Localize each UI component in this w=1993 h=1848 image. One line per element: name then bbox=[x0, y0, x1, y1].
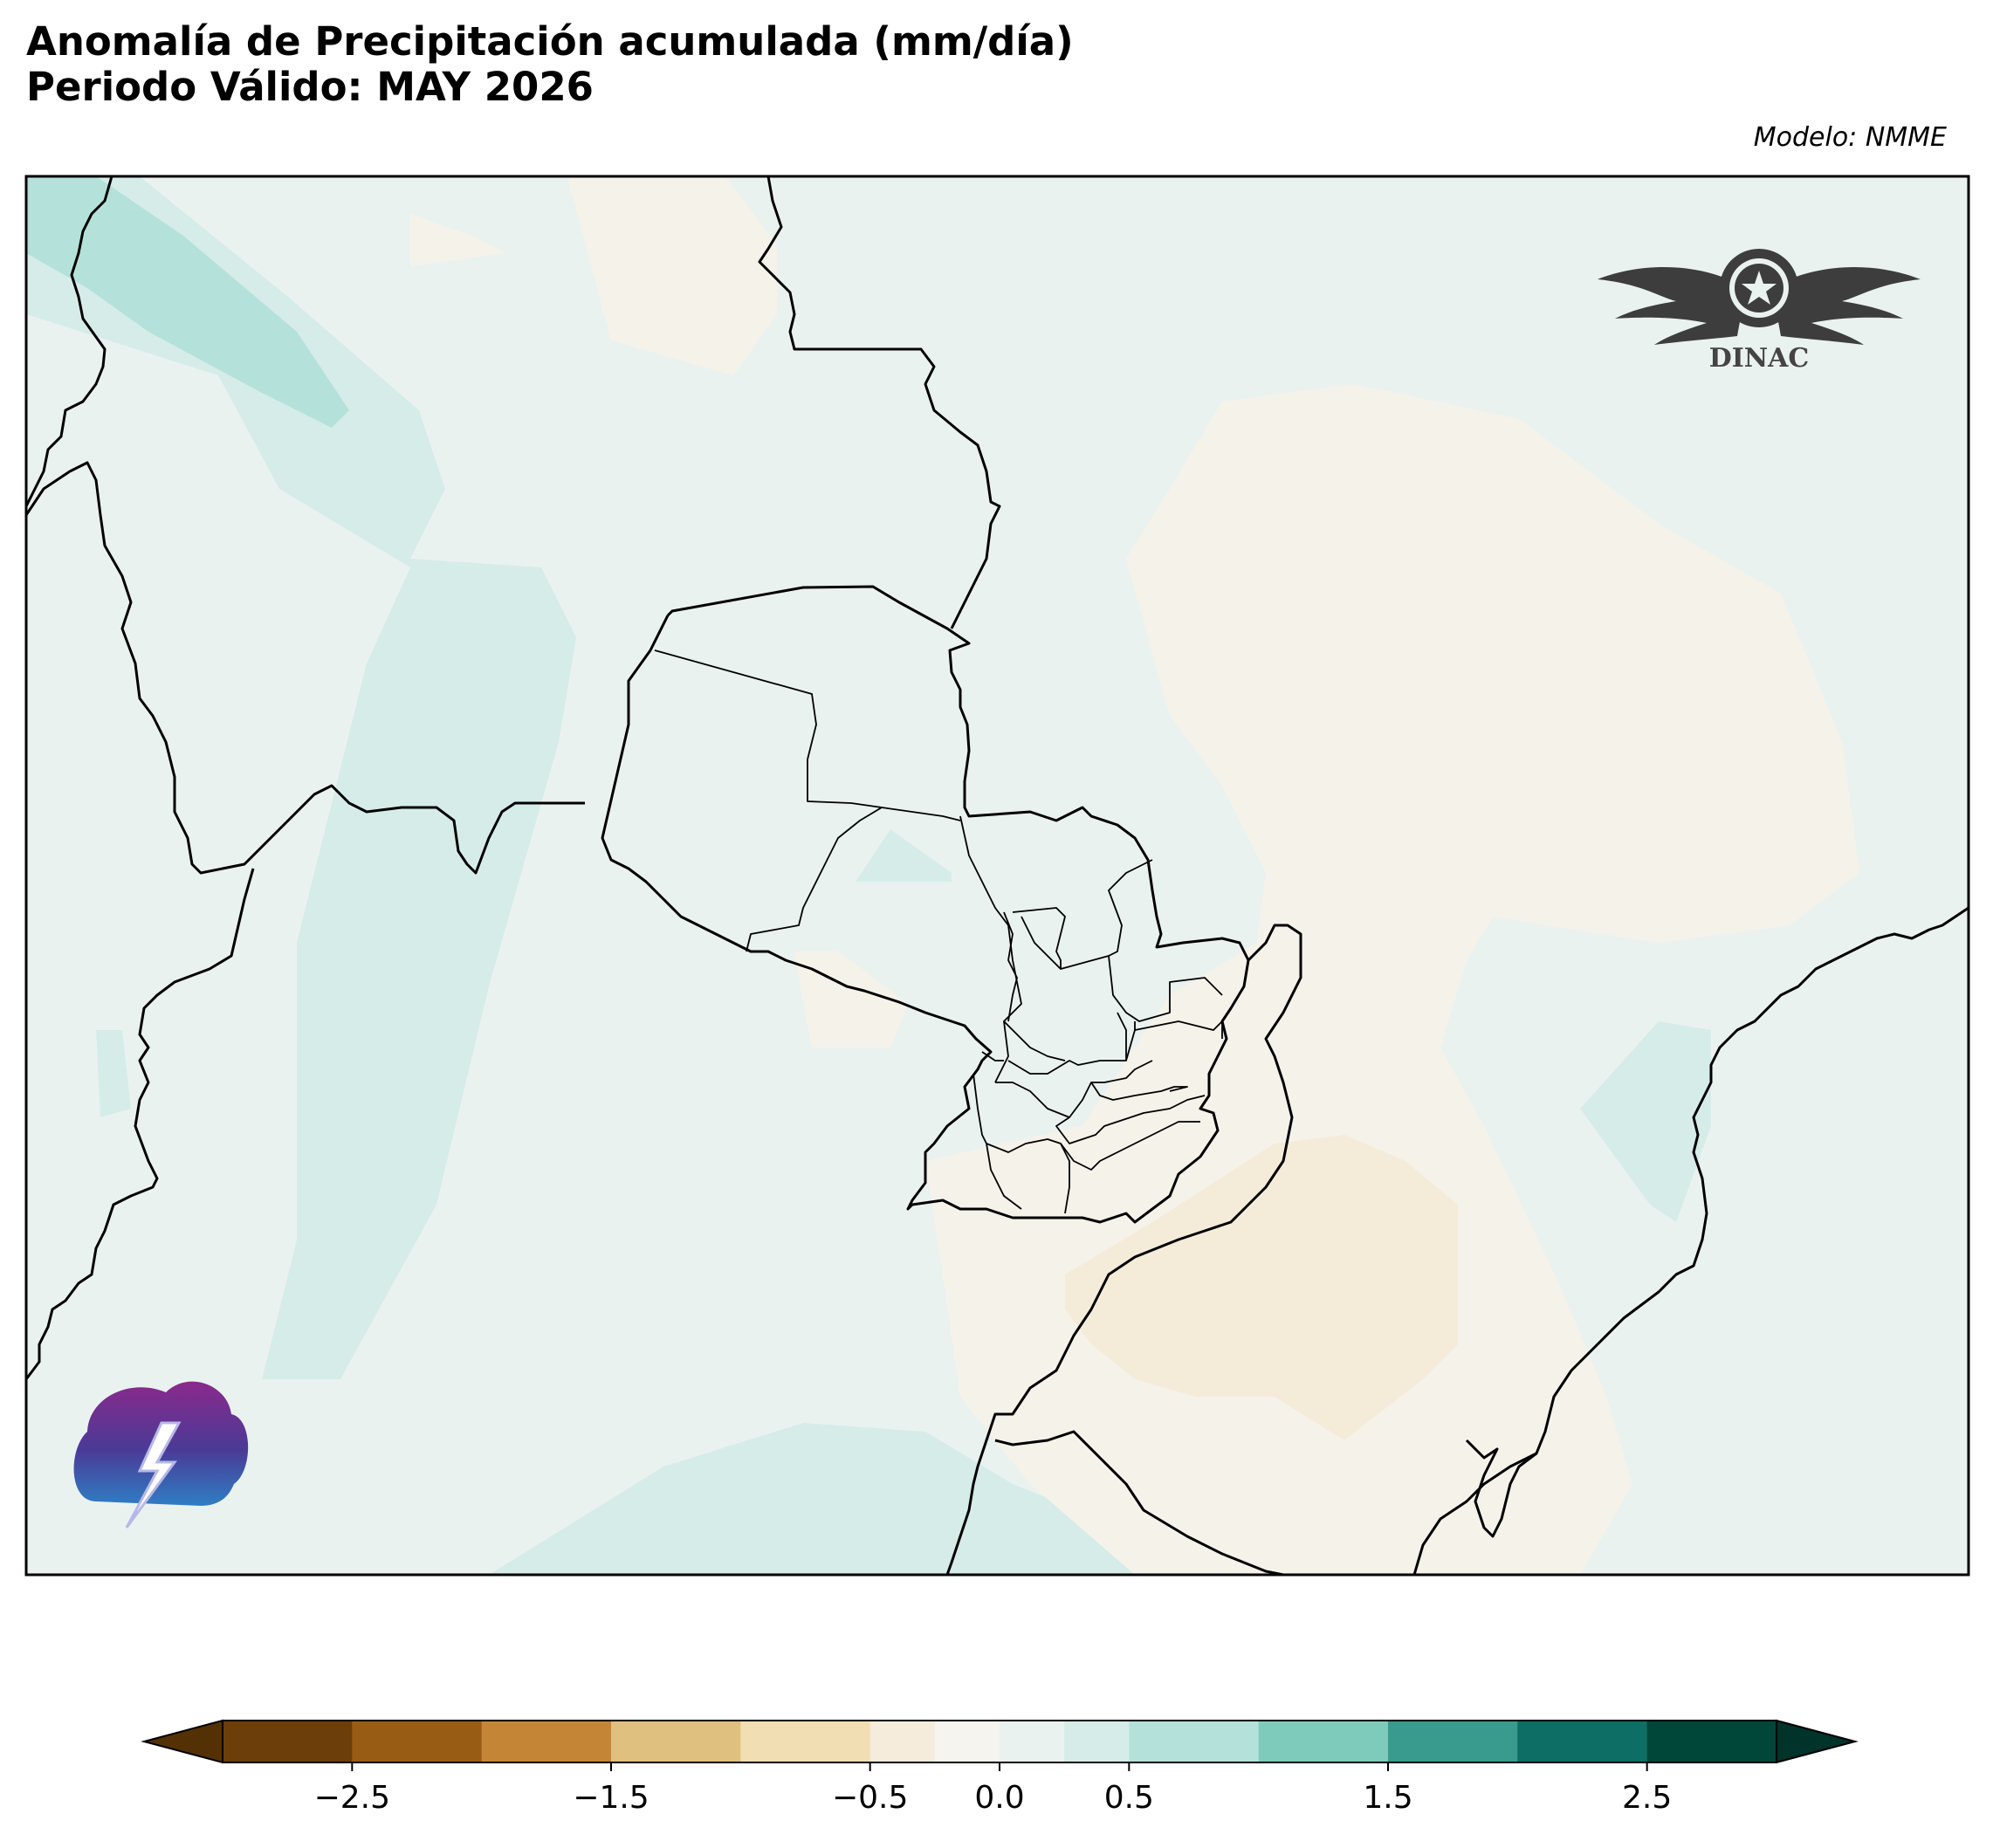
colorbar-tick-label: −1.5 bbox=[573, 1780, 649, 1816]
anomaly-negative-north bbox=[567, 176, 777, 375]
argentina-chile-border bbox=[26, 868, 255, 1380]
dinac-wings-icon bbox=[1598, 249, 1921, 345]
map-frame bbox=[24, 175, 1970, 1577]
colorbar-tick-label: 1.5 bbox=[1363, 1780, 1412, 1816]
colorbar-segment bbox=[1517, 1721, 1648, 1762]
anomaly-negative-north-small bbox=[410, 214, 506, 266]
dinac-logo: DINAC bbox=[1598, 249, 1921, 374]
map-panel bbox=[26, 176, 1969, 1575]
dinac-logo-text: DINAC bbox=[1709, 343, 1810, 374]
colorbar-segment bbox=[1258, 1721, 1389, 1762]
colorbar-extend-high bbox=[1776, 1719, 1859, 1764]
paraguay-outline bbox=[601, 585, 1250, 1224]
colorbar-segment bbox=[934, 1721, 1000, 1762]
argentina-brazil-border bbox=[945, 924, 1302, 1575]
colorbar-segment bbox=[481, 1721, 612, 1762]
anomaly-positive-west bbox=[26, 176, 576, 1379]
map-title: Anomalía de Precipitación acumulada (mm/… bbox=[26, 18, 1074, 65]
anomaly-positive-central bbox=[856, 829, 952, 882]
anomaly-positive-south bbox=[489, 1423, 1257, 1575]
anomaly-strong-northwest bbox=[26, 176, 349, 428]
colorbar-segment bbox=[223, 1721, 353, 1762]
anomaly-positive-east bbox=[1580, 1021, 1711, 1222]
uruguay-border bbox=[994, 1430, 1284, 1575]
anomaly-negative-core bbox=[1065, 1135, 1458, 1440]
peru-bolivia-border bbox=[26, 176, 113, 507]
colorbar-tick-label: −2.5 bbox=[314, 1780, 390, 1816]
bolivia-south-border bbox=[26, 461, 585, 875]
colorbar-segment bbox=[611, 1721, 741, 1762]
colorbar-segment bbox=[1646, 1721, 1777, 1762]
model-label: Modelo: NMME bbox=[1753, 122, 1947, 153]
country-boundaries bbox=[26, 176, 1969, 1575]
anomaly-positive-southwest bbox=[96, 1030, 131, 1117]
colorbar-segment bbox=[1000, 1721, 1065, 1762]
colorbar-tick-label: 0.0 bbox=[974, 1780, 1024, 1816]
bolivia-brazil-border bbox=[758, 176, 1001, 629]
colorbar-segment bbox=[1388, 1721, 1518, 1762]
colorbar-segment bbox=[352, 1721, 483, 1762]
lagoa-dos-patos bbox=[1465, 1439, 1537, 1538]
colorbar-extend-low bbox=[141, 1719, 223, 1764]
storm-cloud-logo bbox=[73, 1381, 249, 1529]
colorbar-tick-label: 0.5 bbox=[1104, 1780, 1154, 1816]
colorbar-tick-label: −0.5 bbox=[832, 1780, 908, 1816]
colorbar-segment bbox=[869, 1721, 936, 1762]
colorbar: −2.5 −1.5 −0.5 0.0 0.5 1.5 2.5 bbox=[141, 1719, 1859, 1816]
department-boundaries bbox=[654, 649, 1223, 1214]
colorbar-segment bbox=[740, 1721, 871, 1762]
brazil-coastline bbox=[1412, 906, 1969, 1575]
colorbar-segment bbox=[1129, 1721, 1260, 1762]
map-subtitle: Periodo Válido: MAY 2026 bbox=[26, 64, 594, 110]
colorbar-segment bbox=[1064, 1721, 1130, 1762]
lightning-icon bbox=[125, 1421, 182, 1529]
colorbar-tick-label: 2.5 bbox=[1622, 1780, 1672, 1816]
